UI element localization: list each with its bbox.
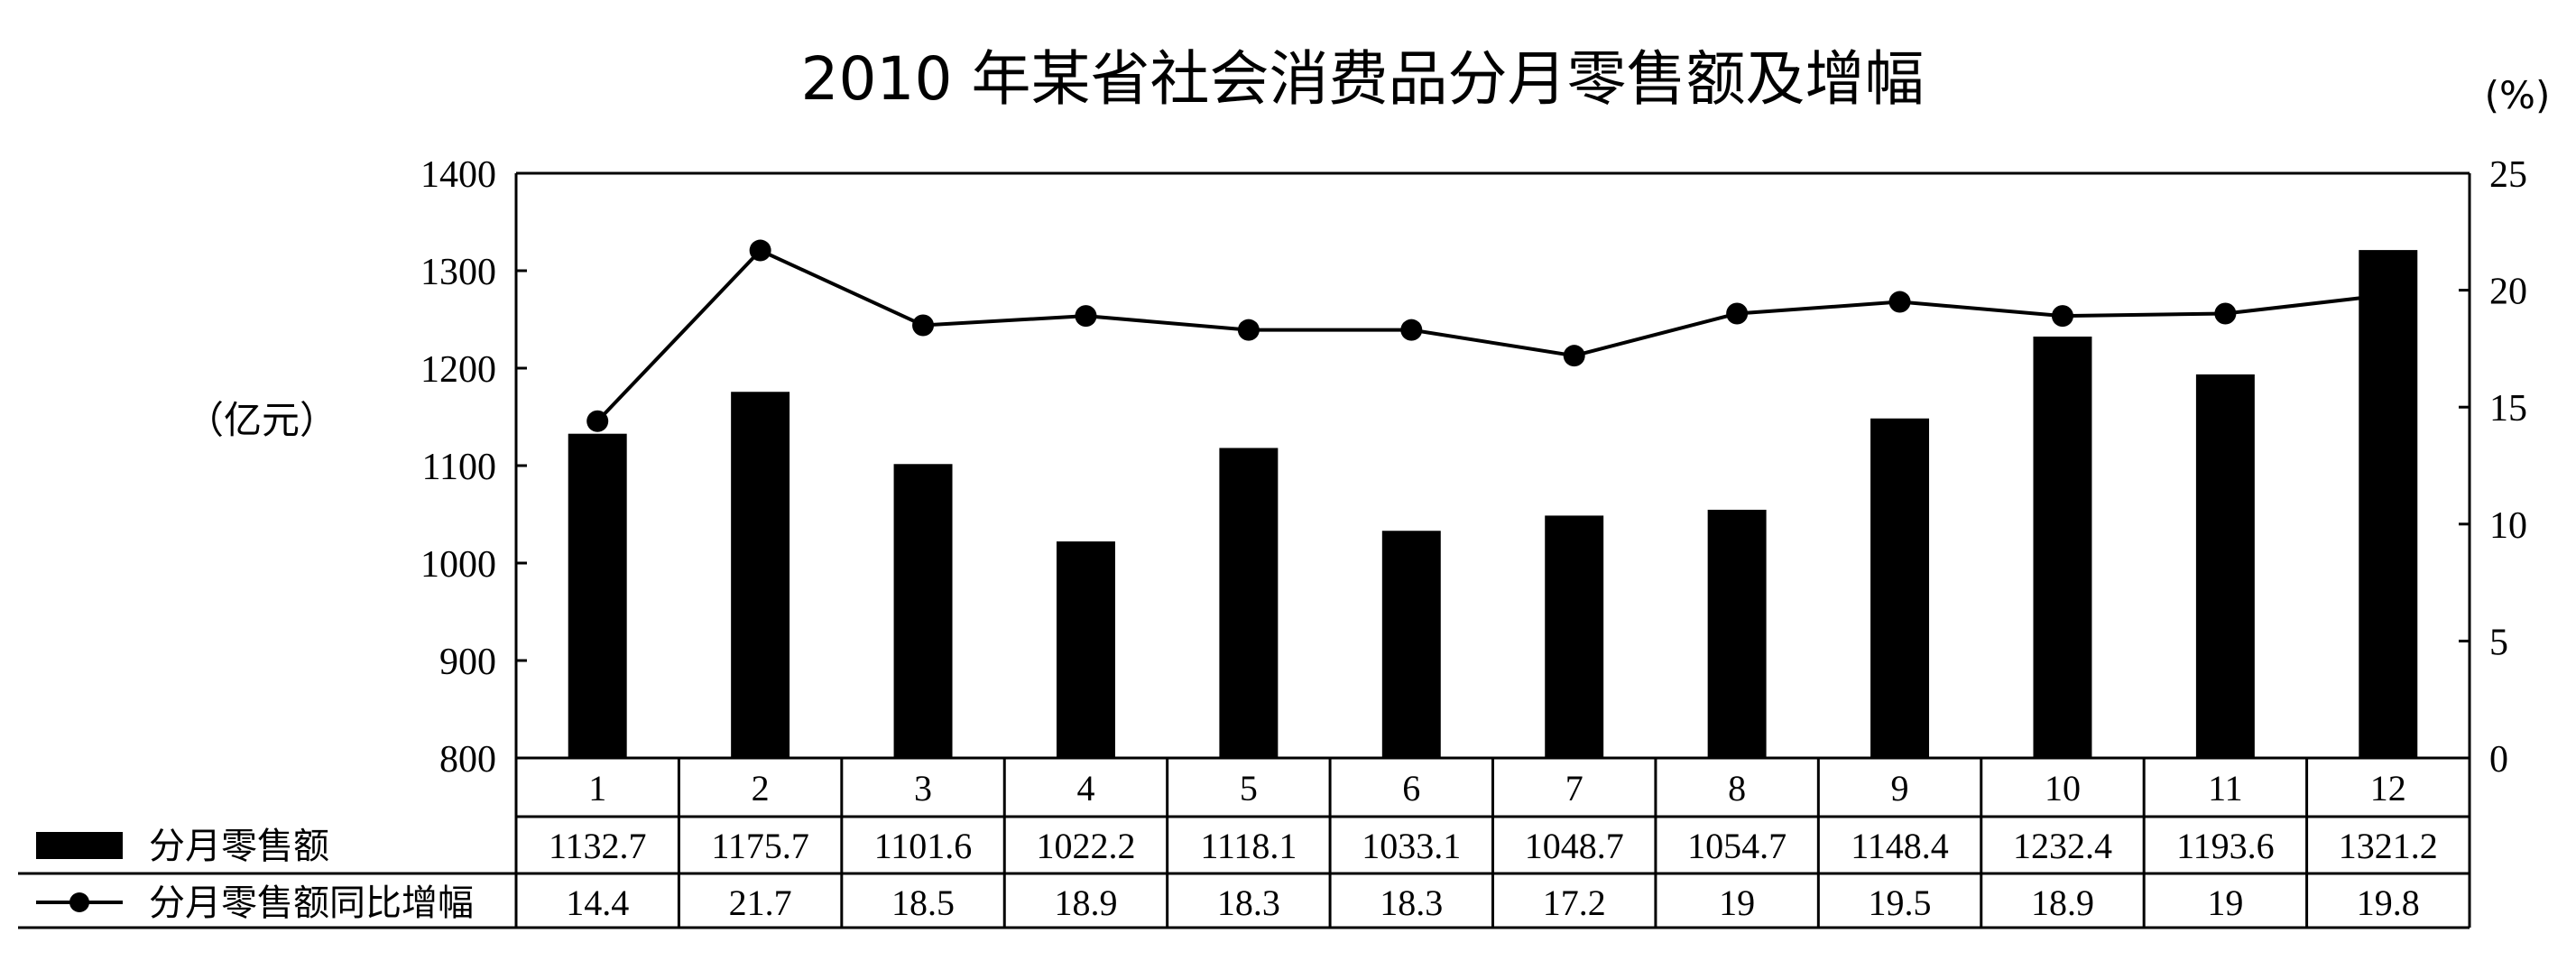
bar <box>1056 541 1115 758</box>
right-axis-tick-label: 25 <box>2489 154 2527 196</box>
right-axis-unit: (%) <box>2485 73 2551 117</box>
left-axis-tick-label: 1200 <box>420 349 496 391</box>
growth-point <box>1237 319 1260 341</box>
sales-value-cell: 1022.2 <box>1036 826 1135 866</box>
category-label: 2 <box>752 768 770 809</box>
growth-point <box>2214 302 2237 325</box>
bar <box>1870 418 1930 758</box>
growth-value-cell: 18.5 <box>891 882 955 923</box>
category-label: 11 <box>2208 768 2243 809</box>
growth-point <box>1075 305 1097 328</box>
right-axis-tick-label: 5 <box>2489 622 2508 663</box>
category-label: 8 <box>1728 768 1746 809</box>
bar <box>1381 531 1441 758</box>
sales-value-cell: 1148.4 <box>1851 826 1949 866</box>
plot-area: 800 900 1000 1100 1200 1300 1400 0 5 10 15 20 25 <box>420 154 2527 781</box>
growth-point <box>1400 319 1423 341</box>
chart-title: 2010 年某省社会消费品分月零售额及增幅 <box>801 44 1925 114</box>
sales-value-cell: 1054.7 <box>1687 826 1787 866</box>
left-axis-tick-label: 1000 <box>420 544 496 586</box>
legend-bar-label: 分月零售额 <box>149 826 329 867</box>
growth-point <box>749 239 771 262</box>
left-axis-tick-label: 900 <box>439 642 496 683</box>
category-label: 12 <box>2370 768 2406 809</box>
left-axis-tick-label: 1400 <box>420 154 496 196</box>
growth-point <box>1563 345 1585 367</box>
growth-point <box>1888 291 1911 313</box>
bar <box>731 392 790 758</box>
left-axis-tick-label: 1100 <box>422 447 496 488</box>
growth-value-cell: 14.4 <box>566 882 629 923</box>
left-axis-tick-label: 1300 <box>420 252 496 293</box>
category-label: 7 <box>1565 768 1583 809</box>
sales-value-cell: 1232.4 <box>2013 826 2112 866</box>
growth-point <box>2051 305 2073 328</box>
growth-value-cell: 18.3 <box>1217 882 1280 923</box>
bar <box>1707 509 1767 758</box>
legend-line-label: 分月零售额同比增幅 <box>149 882 474 924</box>
growth-point <box>586 410 609 432</box>
sales-value-cell: 1321.2 <box>2339 826 2438 866</box>
category-label: 10 <box>2045 768 2081 809</box>
growth-value-cell: 21.7 <box>729 882 792 923</box>
growth-line <box>596 248 2389 423</box>
category-label: 4 <box>1076 768 1094 809</box>
sales-value-cell: 1033.1 <box>1362 826 1461 866</box>
growth-value-cell: 19.5 <box>1869 882 1932 923</box>
sales-value-cell: 1175.7 <box>711 826 809 866</box>
right-axis-tick-label: 15 <box>2489 388 2527 430</box>
legend-line-marker <box>69 892 89 912</box>
left-axis-unit: （亿元） <box>186 398 337 442</box>
growth-point <box>2377 283 2399 306</box>
growth-value-cell: 17.2 <box>1543 882 1606 923</box>
left-axis-tick-label: 800 <box>439 739 496 781</box>
sales-value-cell: 1132.7 <box>549 826 647 866</box>
sales-value-cell: 1101.6 <box>874 826 973 866</box>
right-axis-tick-label: 20 <box>2489 272 2527 313</box>
right-axis-tick-label: 10 <box>2489 505 2527 547</box>
growth-point <box>1726 302 1749 325</box>
category-label: 5 <box>1240 768 1258 809</box>
bar <box>1219 448 1279 758</box>
legend-bar-swatch <box>36 832 123 859</box>
category-label: 6 <box>1402 768 1420 809</box>
bar <box>893 464 953 758</box>
growth-value-cell: 18.9 <box>2031 882 2094 923</box>
bar <box>2195 374 2255 758</box>
growth-point <box>912 314 935 337</box>
growth-value-cell: 18.9 <box>1054 882 1117 923</box>
category-label: 9 <box>1891 768 1909 809</box>
bar <box>2359 250 2418 758</box>
category-label: 3 <box>914 768 932 809</box>
sales-value-cell: 1048.7 <box>1525 826 1624 866</box>
sales-value-cell: 1118.1 <box>1200 826 1297 866</box>
right-axis-tick-label: 0 <box>2489 739 2508 781</box>
growth-value-cell: 18.3 <box>1380 882 1443 923</box>
category-label: 1 <box>588 768 606 809</box>
growth-value-cell: 19 <box>1719 882 1755 923</box>
sales-value-cell: 1193.6 <box>2176 826 2275 866</box>
bar <box>568 433 627 758</box>
growth-value-cell: 19 <box>2207 882 2243 923</box>
bar <box>1545 515 1604 758</box>
growth-value-cell: 19.8 <box>2357 882 2420 923</box>
bar <box>2033 337 2092 758</box>
